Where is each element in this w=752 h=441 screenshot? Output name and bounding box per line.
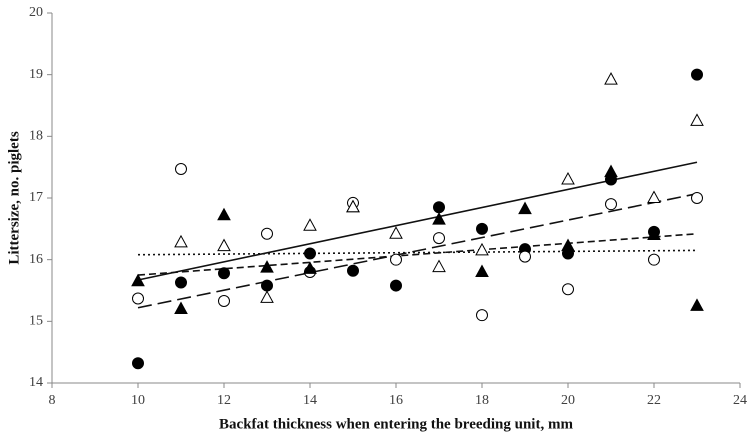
x-tick-label: 8: [49, 393, 56, 408]
point: [433, 232, 445, 245]
point: [217, 207, 231, 221]
point: [604, 164, 618, 178]
x-tick-label: 22: [647, 393, 661, 408]
x-tick-label: 16: [389, 393, 403, 408]
point: [433, 201, 445, 214]
point: [605, 198, 617, 211]
point: [260, 290, 274, 303]
trend-line: [137, 249, 698, 256]
point: [303, 218, 317, 231]
x-tick-label: 20: [561, 393, 575, 408]
trend-line: [137, 161, 698, 281]
point: [647, 190, 661, 203]
y-tick-label: 15: [29, 314, 43, 329]
point: [347, 264, 359, 277]
point: [217, 238, 231, 252]
point: [218, 267, 230, 280]
point: [303, 261, 317, 274]
x-tick-label: 24: [733, 393, 747, 408]
point: [691, 192, 703, 204]
x-axis-title: Backfat thickness when entering the bree…: [219, 416, 573, 432]
point: [132, 292, 144, 305]
point: [175, 163, 187, 176]
point: [475, 242, 489, 256]
point: [476, 309, 488, 322]
point: [389, 226, 403, 239]
point: [561, 171, 575, 185]
point: [690, 113, 704, 126]
point: [475, 264, 489, 277]
point: [476, 222, 488, 235]
point: [174, 301, 188, 314]
point: [304, 247, 316, 260]
point: [562, 283, 574, 296]
point: [132, 357, 144, 370]
y-axis-title: Littersize, no. piglets: [6, 131, 22, 264]
point: [218, 294, 230, 307]
point: [261, 227, 273, 240]
x-tick-label: 14: [303, 393, 317, 408]
point: [346, 199, 360, 213]
point: [647, 227, 661, 240]
y-tick-label: 20: [29, 5, 43, 20]
point: [561, 238, 575, 252]
trend-line: [137, 192, 698, 309]
point: [518, 201, 532, 215]
point: [261, 279, 273, 292]
x-tick-label: 10: [131, 393, 145, 408]
point: [432, 259, 446, 273]
y-tick-label: 16: [29, 252, 43, 267]
x-tick-label: 12: [217, 393, 231, 408]
point: [390, 253, 402, 266]
point: [260, 260, 274, 273]
x-tick-label: 18: [475, 393, 489, 408]
point: [648, 253, 660, 266]
point: [390, 279, 402, 292]
point: [604, 72, 618, 85]
y-tick-label: 17: [29, 190, 43, 205]
point: [690, 298, 704, 311]
point: [174, 234, 188, 248]
point: [432, 212, 446, 225]
y-tick-label: 18: [29, 129, 43, 144]
y-tick-label: 14: [29, 375, 43, 390]
point: [131, 273, 145, 287]
point: [519, 250, 531, 263]
trend-line: [137, 232, 698, 276]
point: [691, 68, 703, 81]
y-tick-label: 19: [29, 67, 43, 82]
point: [175, 276, 187, 289]
